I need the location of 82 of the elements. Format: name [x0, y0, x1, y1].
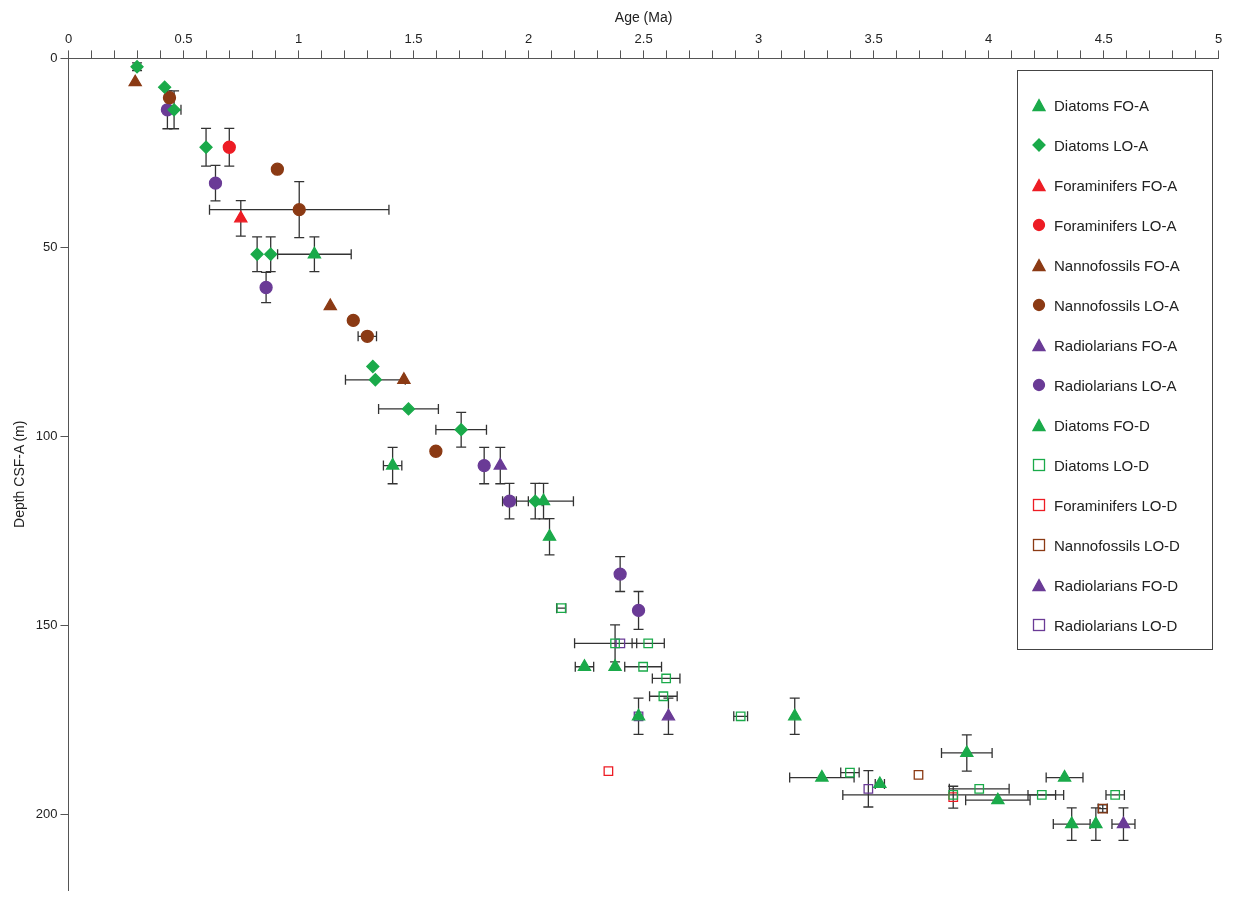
point: [815, 769, 829, 782]
point: [661, 708, 676, 721]
point: [162, 91, 177, 105]
point: [615, 638, 626, 649]
point: [536, 493, 551, 506]
y-tick-label: 50: [43, 239, 58, 255]
legend-label: Radiolarians FO-D: [1054, 576, 1179, 594]
point: [397, 372, 411, 384]
legend-label: Foraminifers LO-D: [1054, 496, 1178, 514]
point: [1064, 816, 1079, 829]
y-tick-label: 100: [35, 428, 58, 444]
point: [234, 210, 248, 223]
x-tick-label: 4: [985, 31, 993, 47]
y-tick-label: 200: [35, 806, 58, 822]
point: [960, 745, 974, 758]
point: [307, 246, 322, 259]
point: [542, 529, 557, 541]
legend-label: Foraminifers FO-A: [1054, 176, 1178, 194]
legend-label: Diatoms FO-D: [1054, 416, 1150, 434]
legend-label: Diatoms LO-D: [1054, 456, 1150, 474]
point: [493, 457, 507, 470]
point: [1057, 769, 1072, 782]
legend-label: Radiolarians LO-D: [1054, 616, 1178, 634]
point: [477, 458, 491, 473]
point: [259, 280, 273, 295]
point: [643, 638, 654, 649]
point: [128, 74, 142, 87]
point: [368, 373, 383, 387]
point: [610, 638, 620, 649]
x-tick-label: 0.5: [174, 31, 193, 47]
point: [661, 673, 672, 684]
point: [788, 708, 802, 721]
x-tick-label: 2: [524, 31, 533, 47]
point: [199, 140, 213, 154]
point: [1036, 790, 1047, 800]
legend-label: Radiolarians LO-A: [1054, 376, 1177, 394]
legend-label: Diatoms FO-A: [1054, 96, 1150, 114]
point: [631, 603, 646, 618]
x-tick-label: 3.5: [864, 31, 883, 47]
legend-label: Radiolarians FO-A: [1054, 336, 1178, 354]
legend-label: Diatoms LO-A: [1054, 136, 1149, 154]
point: [608, 659, 622, 671]
point: [158, 80, 172, 94]
point: [613, 567, 627, 581]
point: [454, 423, 468, 437]
x-tick-label: 1: [294, 31, 303, 47]
point: [346, 313, 360, 328]
point: [1110, 790, 1121, 800]
point: [323, 298, 337, 311]
legend-label: Foraminifers LO-A: [1054, 216, 1177, 234]
point: [360, 329, 374, 343]
x-tick-label: 3: [755, 31, 763, 47]
x-tick-label: 5: [1215, 31, 1223, 47]
x-tick-label: 2.5: [634, 31, 653, 47]
legend-label: Nannofossils FO-A: [1054, 256, 1180, 274]
point: [863, 783, 874, 794]
x-tick-label: 4.5: [1094, 31, 1113, 47]
point: [250, 247, 264, 261]
point: [264, 247, 278, 261]
point: [638, 661, 649, 672]
point: [658, 691, 669, 702]
point: [429, 444, 443, 458]
point: [222, 140, 236, 154]
y-axis-title: Depth CSF-A (m): [11, 420, 28, 528]
point: [270, 162, 285, 176]
point: [366, 359, 380, 374]
point: [401, 402, 416, 416]
y-tick-label: 0: [50, 49, 58, 65]
y-tick-label: 150: [35, 617, 58, 633]
legend-label: Nannofossils LO-D: [1054, 536, 1180, 554]
legend-label: Nannofossils LO-A: [1054, 296, 1180, 314]
point: [208, 176, 223, 190]
point: [603, 766, 614, 776]
point: [1089, 816, 1103, 829]
point: [845, 767, 855, 778]
point: [974, 783, 985, 794]
point: [1116, 816, 1131, 829]
x-tick-label: 1.5: [404, 31, 423, 47]
point: [991, 792, 1005, 805]
x-tick-label: 0: [64, 31, 73, 47]
x-axis-title: Age (Ma): [614, 9, 673, 26]
point: [292, 202, 306, 217]
